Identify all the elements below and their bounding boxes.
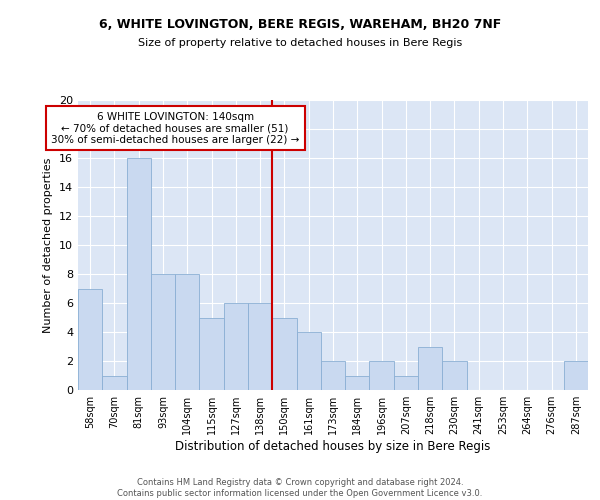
Text: 6, WHITE LOVINGTON, BERE REGIS, WAREHAM, BH20 7NF: 6, WHITE LOVINGTON, BERE REGIS, WAREHAM,…	[99, 18, 501, 30]
Y-axis label: Number of detached properties: Number of detached properties	[43, 158, 53, 332]
Bar	[321, 361, 345, 390]
Bar	[296, 332, 321, 390]
Bar	[345, 376, 370, 390]
Bar	[102, 376, 127, 390]
Bar	[248, 303, 272, 390]
X-axis label: Distribution of detached houses by size in Bere Regis: Distribution of detached houses by size …	[175, 440, 491, 453]
Text: 6 WHITE LOVINGTON: 140sqm
← 70% of detached houses are smaller (51)
30% of semi-: 6 WHITE LOVINGTON: 140sqm ← 70% of detac…	[51, 112, 299, 145]
Bar	[370, 361, 394, 390]
Bar	[418, 346, 442, 390]
Text: Size of property relative to detached houses in Bere Regis: Size of property relative to detached ho…	[138, 38, 462, 48]
Bar	[272, 318, 296, 390]
Bar	[224, 303, 248, 390]
Bar	[175, 274, 199, 390]
Bar	[442, 361, 467, 390]
Bar	[394, 376, 418, 390]
Bar	[151, 274, 175, 390]
Bar	[199, 318, 224, 390]
Bar	[78, 288, 102, 390]
Bar	[127, 158, 151, 390]
Text: Contains HM Land Registry data © Crown copyright and database right 2024.
Contai: Contains HM Land Registry data © Crown c…	[118, 478, 482, 498]
Bar	[564, 361, 588, 390]
